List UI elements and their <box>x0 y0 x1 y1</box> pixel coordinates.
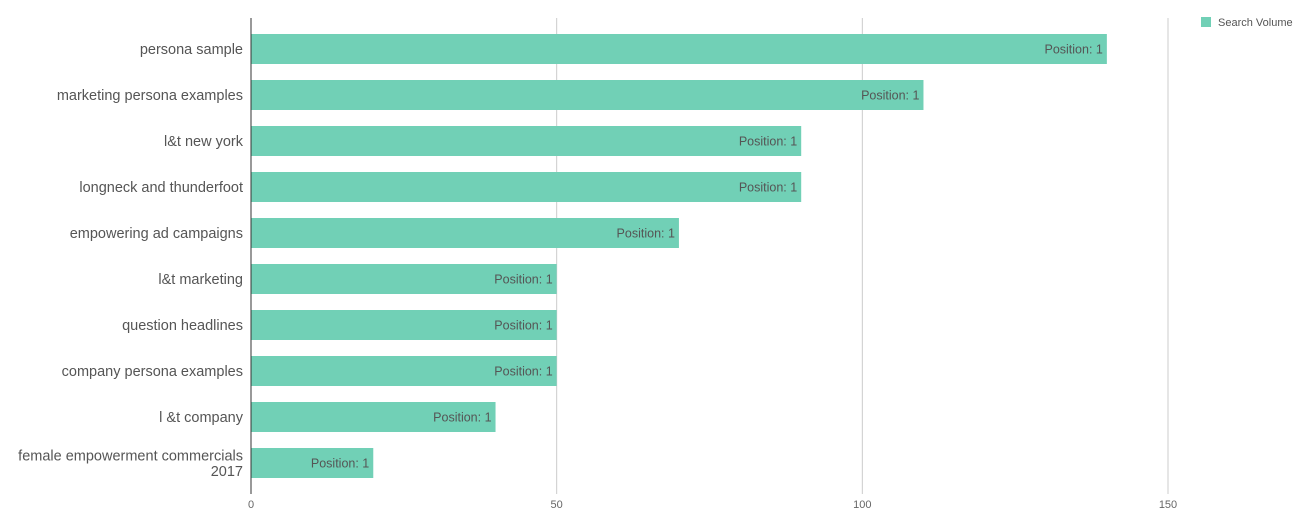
x-tick-label: 100 <box>853 499 871 511</box>
x-tick-label: 150 <box>1159 499 1177 511</box>
axes: 0 50 100 150 persona sample marketing persona… <box>18 18 1177 511</box>
bar-data-label: Position: 1 <box>1044 43 1102 57</box>
category-label: empowering ad campaigns <box>70 226 243 242</box>
category-label: l &t company <box>159 410 244 426</box>
bar <box>251 448 374 478</box>
bar-data-label: Position: 1 <box>494 273 552 287</box>
category-label: persona sample <box>140 42 243 58</box>
legend: Search Volume <box>1201 17 1293 29</box>
bar-data-label: Position: 1 <box>861 89 919 103</box>
x-tick-label: 50 <box>551 499 563 511</box>
bar-data-label: Position: 1 <box>739 181 797 195</box>
legend-swatch <box>1201 17 1211 27</box>
bar-data-label: Position: 1 <box>311 457 369 471</box>
bar-data-label: Position: 1 <box>494 365 552 379</box>
category-label: company persona examples <box>62 364 243 380</box>
category-label: l&t new york <box>164 134 244 150</box>
category-label: longneck and thunderfoot <box>79 180 243 196</box>
category-label: female empowerment commercials 2017 <box>18 448 243 480</box>
category-label: question headlines <box>122 318 243 334</box>
bar <box>251 310 557 340</box>
bar <box>251 80 924 110</box>
bars: Position: 1 Position: 1 Position: 1 Positio… <box>251 34 1107 478</box>
bar <box>251 34 1107 64</box>
bar-data-label: Position: 1 <box>494 319 552 333</box>
bar <box>251 356 557 386</box>
legend-label: Search Volume <box>1218 17 1293 29</box>
bar <box>251 218 679 248</box>
category-label: l&t marketing <box>158 272 243 288</box>
x-tick-label: 0 <box>248 499 254 511</box>
category-label: marketing persona examples <box>57 88 243 104</box>
bar <box>251 264 557 294</box>
bar <box>251 402 496 432</box>
bar-data-label: Position: 1 <box>739 135 797 149</box>
bar <box>251 126 802 156</box>
bar-data-label: Position: 1 <box>617 227 675 241</box>
bar <box>251 172 802 202</box>
bar-data-label: Position: 1 <box>433 411 491 425</box>
